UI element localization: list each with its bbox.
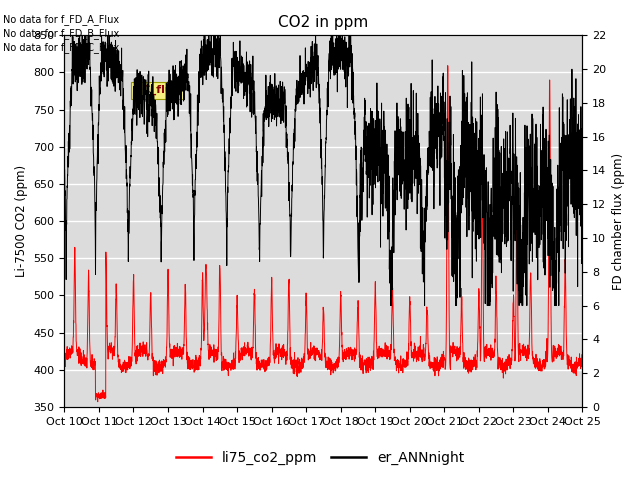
Y-axis label: FD chamber flux (ppm): FD chamber flux (ppm) <box>612 153 625 289</box>
Y-axis label: Li-7500 CO2 (ppm): Li-7500 CO2 (ppm) <box>15 165 28 277</box>
Text: BC_flux: BC_flux <box>134 85 180 95</box>
Text: No data for f_FD_A_Flux: No data for f_FD_A_Flux <box>3 13 119 24</box>
Title: CO2 in ppm: CO2 in ppm <box>278 15 369 30</box>
Legend: li75_co2_ppm, er_ANNnight: li75_co2_ppm, er_ANNnight <box>170 445 470 471</box>
Text: No data for f_FD_C_Flux: No data for f_FD_C_Flux <box>3 42 120 53</box>
Text: No data for f_FD_B_Flux: No data for f_FD_B_Flux <box>3 28 120 39</box>
